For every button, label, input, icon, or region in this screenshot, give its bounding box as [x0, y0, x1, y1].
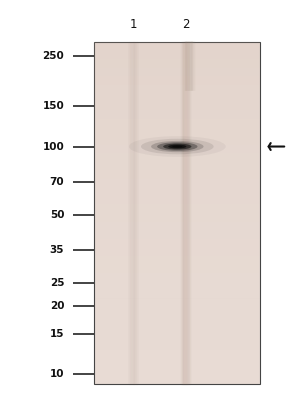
Bar — [94, 282, 260, 290]
Text: 20: 20 — [50, 300, 64, 310]
Bar — [94, 239, 260, 247]
Bar — [94, 128, 260, 136]
Bar — [94, 187, 260, 196]
Ellipse shape — [141, 139, 213, 154]
Text: 10: 10 — [50, 369, 64, 379]
Bar — [94, 222, 260, 230]
Bar — [94, 136, 260, 144]
Bar — [94, 42, 260, 384]
Ellipse shape — [157, 142, 197, 151]
Bar — [94, 324, 260, 333]
Bar — [94, 93, 260, 102]
Bar — [94, 85, 260, 93]
Bar — [94, 68, 260, 76]
Text: 15: 15 — [50, 329, 64, 339]
Text: 70: 70 — [50, 177, 64, 187]
Bar — [94, 110, 260, 119]
Text: 100: 100 — [42, 142, 64, 152]
Bar — [94, 350, 260, 358]
Bar — [94, 42, 260, 50]
Bar — [94, 367, 260, 376]
Text: 25: 25 — [50, 278, 64, 288]
Bar — [94, 179, 260, 187]
Bar — [94, 256, 260, 264]
Bar — [94, 213, 260, 222]
Bar — [94, 273, 260, 281]
Text: 50: 50 — [50, 210, 64, 220]
Bar — [94, 76, 260, 85]
Bar — [94, 333, 260, 341]
Bar — [94, 358, 260, 367]
Ellipse shape — [163, 144, 191, 150]
Ellipse shape — [172, 146, 182, 148]
Bar — [94, 247, 260, 256]
Bar — [94, 170, 260, 179]
Ellipse shape — [168, 144, 186, 148]
Text: 2: 2 — [181, 18, 189, 30]
Bar — [94, 264, 260, 273]
Text: 250: 250 — [42, 51, 64, 61]
Bar — [94, 59, 260, 68]
Bar — [94, 204, 260, 213]
Bar — [94, 230, 260, 239]
Bar — [94, 307, 260, 316]
Text: 1: 1 — [129, 18, 137, 30]
Bar — [94, 144, 260, 153]
Bar — [94, 102, 260, 110]
Text: 35: 35 — [50, 245, 64, 255]
Bar — [94, 162, 260, 170]
Bar — [94, 376, 260, 384]
Bar — [94, 341, 260, 350]
Bar — [94, 50, 260, 59]
Bar — [94, 316, 260, 324]
Bar — [94, 298, 260, 307]
Bar — [94, 290, 260, 298]
Ellipse shape — [151, 141, 204, 152]
Bar — [94, 153, 260, 162]
Bar — [94, 119, 260, 128]
Text: 150: 150 — [42, 102, 64, 112]
Bar — [94, 196, 260, 204]
